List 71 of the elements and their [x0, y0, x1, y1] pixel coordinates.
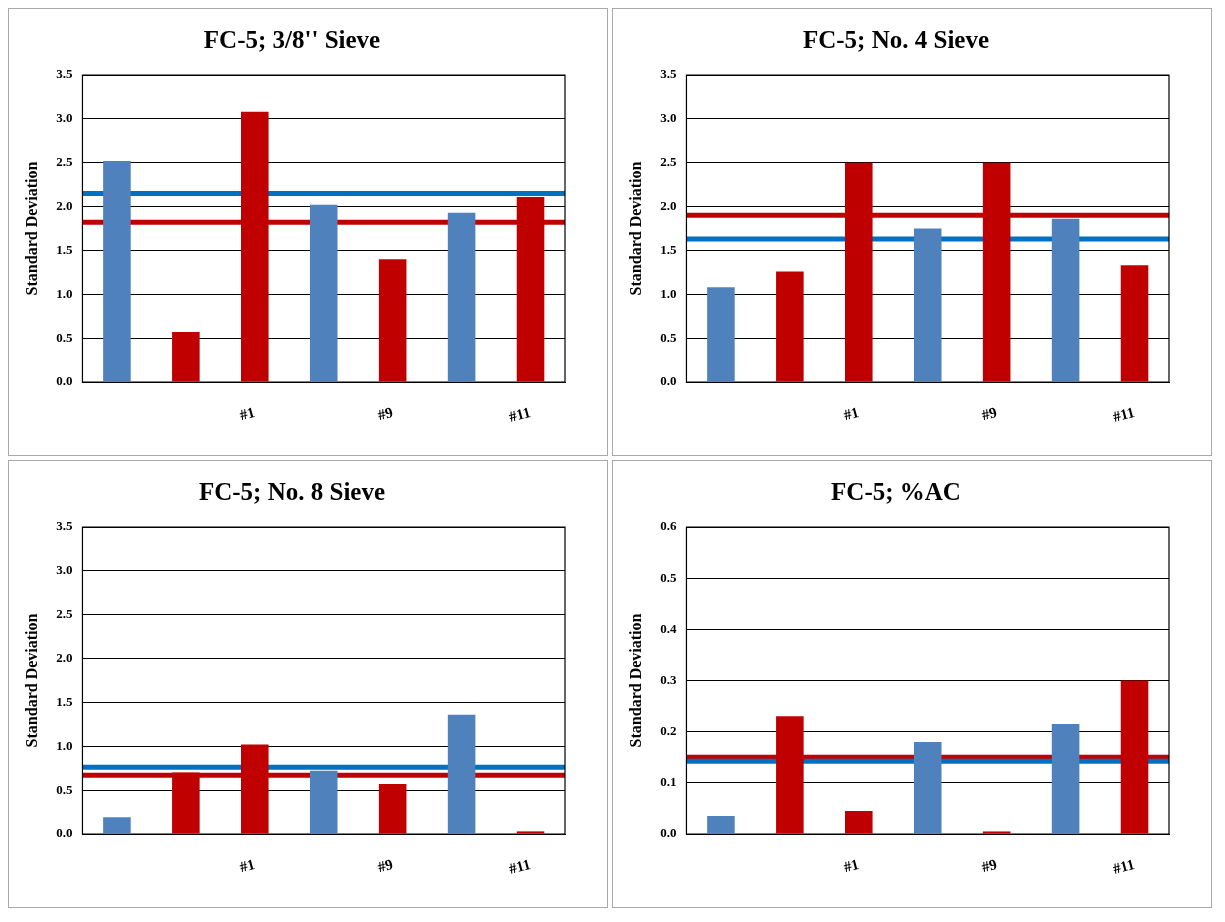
x-tick-label: #1: [841, 855, 861, 876]
y-tick-label: 3.5: [56, 66, 73, 82]
y-tick-label: 1.5: [56, 693, 73, 709]
y-tick-label: 2.0: [56, 197, 73, 213]
y-tick-label: 2.0: [660, 197, 677, 213]
bar: [447, 714, 476, 834]
chart-title: FC-5; 3/8'' Sieve: [203, 26, 381, 54]
bar: [845, 810, 873, 834]
y-tick-label: 0.3: [660, 671, 677, 687]
y-tick-label: 0.4: [660, 620, 677, 636]
y-tick-label: 1.0: [56, 737, 73, 753]
y-tick-label: 2.5: [660, 154, 677, 170]
bar: [1051, 723, 1080, 834]
x-tick-label: #1: [841, 403, 861, 424]
bar: [378, 259, 407, 382]
bar: [447, 212, 476, 382]
chart-title: FC-5; No. 8 Sieve: [198, 478, 386, 506]
y-tick-label: 0.5: [660, 329, 677, 345]
y-tick-label: 3.5: [56, 518, 73, 534]
bar: [103, 817, 131, 834]
x-tick-label: #9: [375, 403, 395, 424]
x-tick-label: #1: [237, 403, 257, 424]
y-tick-label: 2.5: [56, 606, 73, 622]
y-tick-label: 0.1: [660, 774, 677, 790]
bar: [776, 271, 804, 382]
y-tick-label: 3.0: [56, 110, 73, 126]
y-tick-label: 0.2: [660, 723, 677, 739]
x-tick-label: #9: [979, 855, 999, 876]
y-tick-label: 0.5: [56, 781, 73, 797]
x-tick-label: #11: [1111, 855, 1137, 877]
y-axis-title: Standard Deviation: [626, 613, 644, 748]
y-tick-label: 2.5: [56, 154, 73, 170]
y-tick-label: 0.0: [660, 373, 677, 389]
y-tick-label: 2.0: [56, 649, 73, 665]
y-tick-label: 3.0: [56, 562, 73, 578]
chart-title: FC-5; %AC: [831, 478, 961, 506]
bar: [982, 831, 1011, 834]
y-tick-label: 0.5: [56, 329, 73, 345]
x-tick-label: #1: [237, 855, 257, 876]
bar: [1120, 265, 1149, 382]
bar: [309, 770, 338, 834]
y-axis-title: Standard Deviation: [626, 161, 644, 296]
y-tick-label: 1.0: [56, 285, 73, 301]
y-tick-label: 3.0: [660, 110, 677, 126]
y-tick-label: 1.0: [660, 285, 677, 301]
y-tick-label: 1.5: [56, 241, 73, 257]
bar: [172, 332, 200, 382]
x-tick-label: #11: [507, 855, 533, 877]
x-tick-label: #11: [1111, 403, 1137, 425]
y-tick-label: 0.0: [660, 825, 677, 841]
bar: [913, 228, 942, 382]
x-tick-label: #9: [979, 403, 999, 424]
y-tick-label: 0.6: [660, 518, 677, 534]
y-tick-label: 1.5: [660, 241, 677, 257]
bar: [1051, 218, 1080, 382]
x-tick-label: #9: [375, 855, 395, 876]
y-tick-label: 3.5: [660, 66, 677, 82]
y-tick-label: 0.5: [660, 569, 677, 585]
x-tick-label: #11: [507, 403, 533, 425]
bar: [378, 784, 407, 834]
bar: [516, 831, 545, 834]
bar: [707, 816, 735, 834]
chart-title: FC-5; No. 4 Sieve: [802, 26, 990, 54]
y-tick-label: 0.0: [56, 373, 73, 389]
bar: [707, 287, 735, 382]
bar: [309, 204, 338, 382]
bar: [913, 741, 942, 834]
bar: [103, 160, 131, 382]
y-axis-title: Standard Deviation: [22, 161, 40, 296]
y-axis-title: Standard Deviation: [22, 613, 40, 748]
y-tick-label: 0.0: [56, 825, 73, 841]
